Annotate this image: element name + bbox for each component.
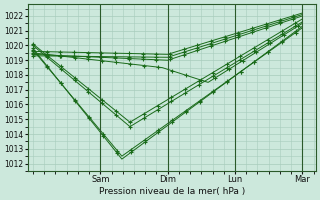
X-axis label: Pression niveau de la mer( hPa ): Pression niveau de la mer( hPa )	[99, 187, 245, 196]
